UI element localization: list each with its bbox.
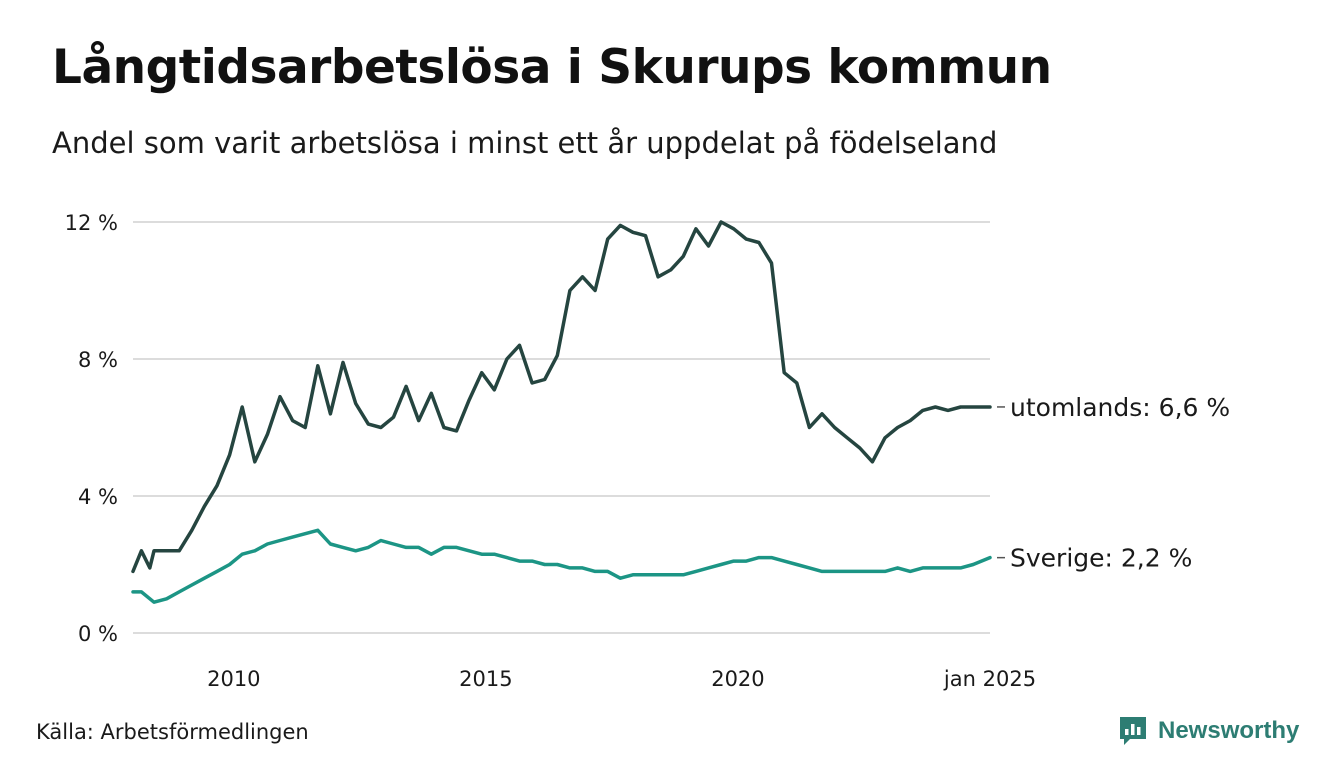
x-tick-label: 2010: [207, 667, 260, 691]
series-lines: [131, 220, 992, 604]
chart-subtitle: Andel som varit arbetslösa i minst ett å…: [52, 126, 998, 160]
y-axis-ticks: 0 % 4 % 8 % 12 %: [65, 211, 118, 646]
series-line-utomlands: [131, 220, 992, 574]
y-tick-label: 8 %: [78, 348, 118, 372]
x-tick-label: 2015: [459, 667, 512, 691]
x-tick-label: 2020: [711, 667, 764, 691]
x-axis-ticks: 2010 2015 2020 jan 2025: [207, 667, 1036, 691]
series-end-labels: utomlands: 6,6 % Sverige: 2,2 %: [997, 393, 1230, 573]
end-label-sverige: Sverige: 2,2 %: [1010, 544, 1192, 573]
x-tick-label: jan 2025: [943, 667, 1036, 691]
brand-name: Newsworthy: [1158, 717, 1300, 744]
y-tick-label: 12 %: [65, 211, 118, 235]
series-line-sverige: [131, 528, 992, 604]
brand-logo-group[interactable]: Newsworthy: [1118, 714, 1299, 748]
newsworthy-logo-icon: [1120, 717, 1146, 745]
y-tick-label: 4 %: [78, 485, 118, 509]
source-note: Källa: Arbetsförmedlingen: [36, 720, 309, 744]
y-tick-label: 0 %: [78, 622, 118, 646]
end-label-utomlands: utomlands: 6,6 %: [1010, 393, 1230, 422]
chart-title: Långtidsarbetslösa i Skurups kommun: [52, 40, 1052, 95]
gridlines: [133, 221, 990, 634]
